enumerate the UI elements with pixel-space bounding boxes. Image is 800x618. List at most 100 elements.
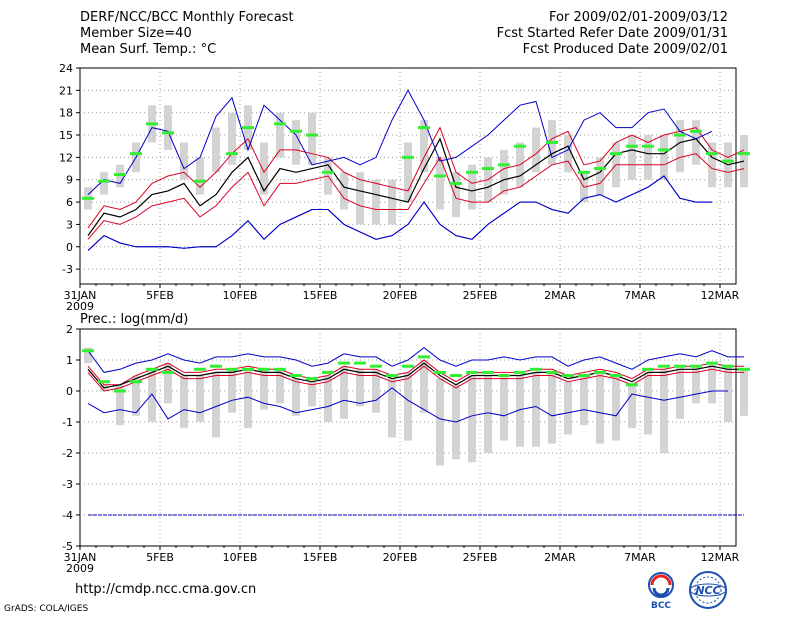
- x-tick-label: 7MAR: [624, 289, 656, 302]
- x-tick-label: 31JAN: [64, 551, 97, 564]
- panel-1: -5 -4 -3 -2 -1 0 1 2 31JAN 5FEB 10FEB 15FEB 20FEB 25F…: [62, 312, 750, 575]
- ensemble-box: [404, 372, 412, 441]
- ensemble-box: [500, 149, 508, 195]
- ensemble-box: [596, 372, 604, 444]
- observed-marker: [658, 364, 670, 368]
- ensemble-box: [676, 120, 684, 173]
- observed-marker: [434, 174, 446, 178]
- observed-marker: [242, 367, 254, 371]
- observed-marker: [706, 152, 718, 156]
- ensemble-box: [340, 366, 348, 419]
- observed-marker: [626, 144, 638, 148]
- ensemble-box: [628, 384, 636, 429]
- ensemble-box: [420, 360, 428, 413]
- observed-marker: [98, 179, 110, 183]
- x-tick-label: 20FEB: [383, 551, 418, 564]
- observed-marker: [162, 370, 174, 374]
- ensemble-box: [452, 172, 460, 217]
- observed-marker: [450, 181, 462, 185]
- ensemble-box: [148, 369, 156, 422]
- ensemble-box: [196, 375, 204, 422]
- observed-marker: [642, 144, 654, 148]
- observed-marker: [114, 173, 126, 177]
- y-tick-label: -5: [62, 540, 73, 553]
- ensemble-box: [500, 375, 508, 441]
- y-tick-label: 18: [59, 107, 73, 120]
- observed-marker: [642, 367, 654, 371]
- x-year-label: 2009: [66, 300, 94, 313]
- ensemble-box: [468, 164, 476, 210]
- ensemble-box: [180, 142, 188, 180]
- observed-marker: [354, 361, 366, 365]
- observed-marker: [738, 367, 750, 371]
- ensemble-box: [724, 366, 732, 422]
- header-right: For 2009/02/01-2009/03/12 Fcst Started R…: [497, 10, 728, 58]
- ensemble-box: [356, 369, 364, 407]
- forecast-period: For 2009/02/01-2009/03/12: [549, 10, 728, 25]
- observed-marker: [578, 170, 590, 174]
- ensemble-box: [436, 378, 444, 466]
- series-mean-line: [87, 362, 744, 389]
- ensemble-box: [340, 172, 348, 210]
- series-ensemble_max-line: [87, 89, 713, 195]
- x-tick-label: 12MAR: [701, 289, 740, 302]
- observed-marker: [562, 374, 574, 377]
- y-tick-label: 12: [59, 151, 73, 164]
- x-tick-label: 15FEB: [303, 289, 338, 302]
- observed-marker: [498, 163, 510, 167]
- bcc-logo-text: BCC: [651, 601, 671, 610]
- series-max-line: [87, 175, 712, 251]
- observed-marker: [546, 140, 558, 144]
- observed-marker: [258, 367, 270, 371]
- observed-marker: [610, 152, 622, 156]
- observed-marker: [466, 170, 478, 174]
- y-tick-label: 0: [66, 385, 73, 398]
- observed-marker: [226, 152, 238, 156]
- observed-marker: [370, 364, 382, 368]
- y-tick-label: 6: [66, 196, 73, 209]
- observed-marker: [386, 374, 398, 377]
- grads-credit: GrADS: COLA/IGES: [4, 604, 89, 614]
- observed-marker: [306, 133, 318, 137]
- observed-marker: [498, 374, 510, 377]
- observed-marker: [98, 380, 110, 384]
- observed-marker: [242, 126, 254, 130]
- ensemble-box: [388, 179, 396, 225]
- started-date: Fcst Started Refer Date 2009/01/31: [496, 26, 728, 41]
- observed-marker: [482, 370, 494, 374]
- source-url[interactable]: http://cmdp.ncc.cma.gov.cn: [75, 582, 257, 597]
- observed-marker: [610, 374, 622, 377]
- observed-marker: [434, 370, 446, 374]
- ensemble-box: [164, 363, 172, 404]
- observed-marker: [722, 364, 734, 368]
- observed-marker: [466, 370, 478, 374]
- observed-marker: [514, 370, 526, 374]
- observed-marker: [210, 364, 222, 368]
- ensemble-box: [596, 157, 604, 195]
- observed-marker: [130, 152, 142, 156]
- observed-marker: [290, 129, 302, 133]
- x-tick-label: 2MAR: [544, 289, 576, 302]
- ensemble-box: [564, 135, 572, 173]
- observed-marker: [194, 367, 206, 371]
- ensemble-box: [708, 363, 716, 404]
- ensemble-box: [292, 378, 300, 416]
- produced-date: Fcst Produced Date 2009/02/01: [522, 42, 728, 57]
- ensemble-box: [276, 112, 284, 158]
- y-tick-label: 3: [66, 218, 73, 231]
- observed-marker: [290, 374, 302, 377]
- ensemble-box: [548, 372, 556, 444]
- plot-frame: [79, 67, 737, 285]
- x-tick-label: 7MAR: [624, 551, 656, 564]
- y-tick-label: 0: [66, 241, 73, 254]
- ensemble-box: [708, 142, 716, 188]
- ensemble-box: [628, 135, 636, 180]
- observed-marker: [514, 144, 526, 148]
- ensemble-box: [692, 366, 700, 404]
- x-tick-label: 10FEB: [223, 289, 258, 302]
- ensemble-box: [644, 135, 652, 180]
- observed-marker: [402, 155, 414, 159]
- ncc-logo-text: NCC: [695, 584, 720, 597]
- series-upper-line: [87, 359, 744, 386]
